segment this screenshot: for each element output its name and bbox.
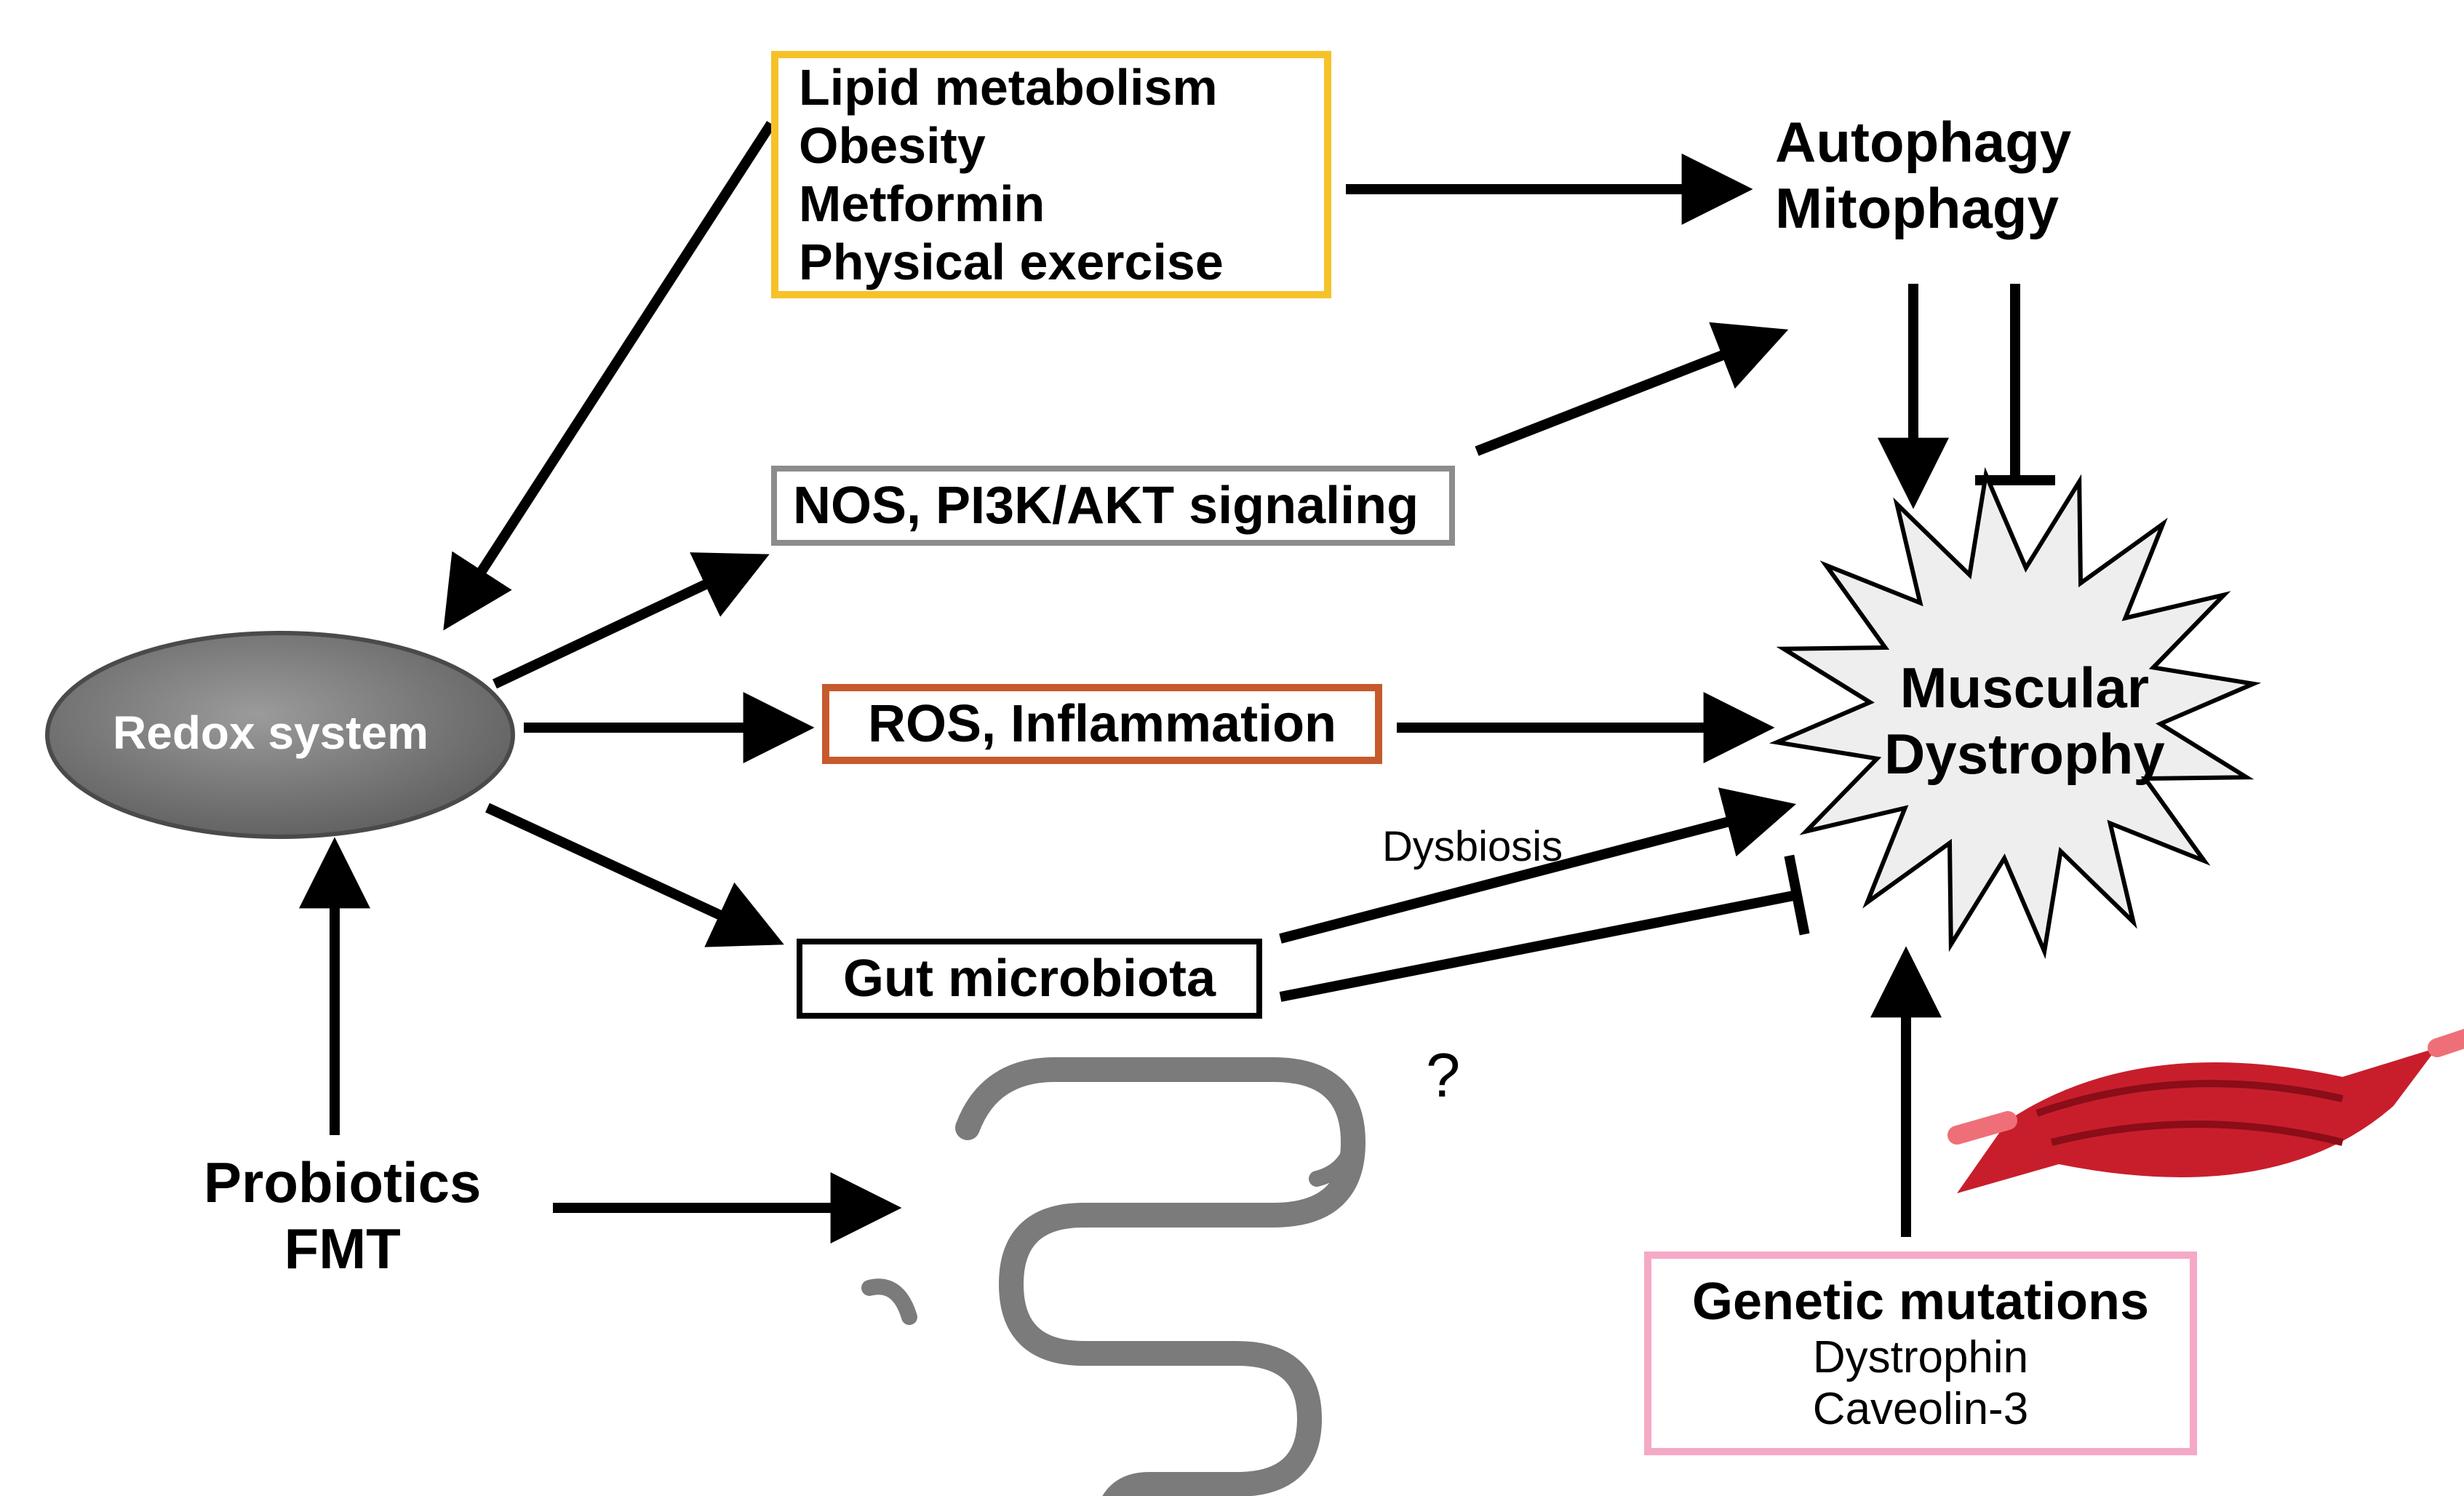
muscle-icon	[0, 0, 2464, 1496]
diagram-canvas: Redox system MuscularDystrophy Lipid met…	[0, 0, 2464, 1496]
